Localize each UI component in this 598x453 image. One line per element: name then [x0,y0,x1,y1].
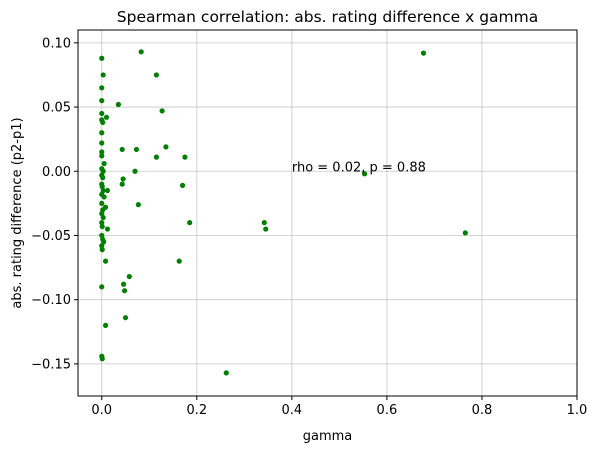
data-point [102,258,109,264]
data-point [261,220,267,226]
data-point [179,182,186,188]
data-point [100,119,106,126]
data-point [132,168,138,174]
data-point [420,50,427,56]
data-point [126,273,132,280]
x-tick-label: 0.8 [472,403,493,418]
data-point [176,258,182,264]
data-point [163,144,169,150]
y-tick-label: 0.00 [42,165,71,180]
ticks-layer: 0.0 0.2 0.4 0.6 0.8 1.0 −0.15 −0.10 −0.05 0.00 0.0… [31,36,587,418]
data-point [101,194,107,200]
data-point [99,356,105,362]
data-point [119,146,125,153]
data-point [100,214,106,221]
data-point [99,153,105,159]
data-point [133,146,140,153]
data-point [99,223,105,230]
y-tick-label: −0.15 [31,357,71,372]
data-point [223,370,229,376]
data-point [99,110,105,117]
data-point [102,322,109,328]
data-point [99,140,105,146]
data-point [99,247,105,253]
y-tick-label: −0.05 [31,229,71,244]
data-point [138,49,144,55]
points-layer [99,49,468,376]
data-point [263,226,269,232]
data-point [99,284,105,290]
chart-title: Spearman correlation: abs. rating differ… [117,8,538,26]
data-point [104,226,111,232]
data-point [101,160,107,167]
grid-layer [78,30,578,396]
data-point [99,149,105,155]
data-point [462,230,468,236]
x-tick-label: 0.0 [91,403,112,418]
y-axis-label: abs. rating difference (p2-p1) [10,117,25,308]
data-point [104,187,111,194]
data-point [102,204,109,210]
data-point [99,85,105,91]
data-point [121,288,128,294]
data-point [99,130,105,136]
data-point [119,181,125,187]
y-tick-label: −0.10 [31,293,71,308]
data-point [115,101,121,108]
data-point [135,202,141,208]
data-point [100,72,106,78]
data-point [101,239,107,245]
x-axis-label: gamma [303,429,353,444]
y-tick-label: 0.10 [42,36,71,51]
data-point [187,220,193,226]
data-point [99,55,105,61]
data-point [361,171,368,177]
plot-frame [77,29,578,397]
x-tick-label: 0.4 [282,403,303,418]
data-point [99,98,105,104]
x-tick-label: 0.6 [377,403,398,418]
correlation-annotation: rho = 0.02, p = 0.88 [292,160,426,175]
data-point [99,220,105,226]
data-point [120,176,126,182]
data-point [103,114,110,120]
data-point [153,154,160,160]
data-point [153,72,160,78]
x-tick-label: 1.0 [567,403,588,418]
x-tick-label: 0.2 [186,403,207,418]
data-point [159,108,165,114]
data-point [100,175,106,181]
data-point [99,243,105,249]
data-point [99,200,105,206]
data-point [182,154,188,160]
y-tick-label: 0.05 [42,101,71,116]
data-point [122,315,129,321]
data-point [121,281,127,287]
